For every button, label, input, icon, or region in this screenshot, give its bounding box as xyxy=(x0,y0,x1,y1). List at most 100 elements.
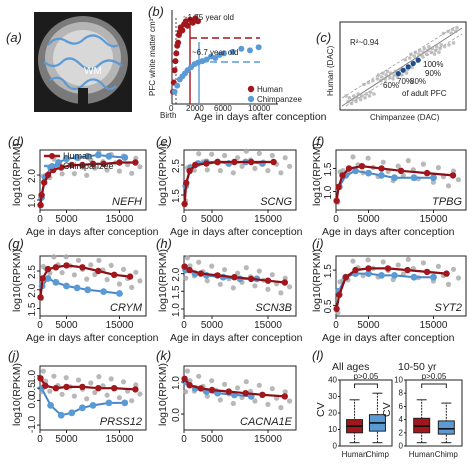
grey-point xyxy=(278,170,284,176)
grey-point xyxy=(365,155,371,161)
pct-80: 80% xyxy=(410,77,426,86)
grey-point xyxy=(133,382,139,388)
legend-human-label: Human xyxy=(63,151,92,161)
grey-point xyxy=(88,380,94,386)
panel-e-ylabel: log10(RPKM) xyxy=(157,143,169,206)
gene-point xyxy=(430,46,435,51)
human-point xyxy=(186,266,193,274)
panel-j-gene-name: PRSS12 xyxy=(100,416,142,428)
grey-point xyxy=(455,275,462,281)
human-point xyxy=(52,385,60,392)
panel-e-ytick-1: 2.5 xyxy=(171,159,182,173)
grey-point xyxy=(120,379,127,385)
human-point xyxy=(281,393,288,400)
boxplot-title-1: 10-50 yr xyxy=(398,361,437,373)
cv-tick-0-0: 0 xyxy=(333,442,338,451)
gene-point xyxy=(434,44,439,49)
gene-point xyxy=(375,77,380,81)
grey-point xyxy=(420,260,426,266)
gene-point xyxy=(418,48,422,53)
human-point xyxy=(132,386,139,393)
gene-point xyxy=(437,50,441,54)
chimp-point xyxy=(55,159,62,166)
pct-70: 70% xyxy=(397,77,413,86)
gene-point xyxy=(446,29,450,34)
chimp-point xyxy=(247,47,253,54)
grey-point xyxy=(235,155,241,161)
grey-point xyxy=(133,269,139,275)
chimp-point xyxy=(121,154,129,161)
gene-point xyxy=(427,44,431,49)
chimp-point xyxy=(73,154,81,161)
panel-i-ytick-1: 1.5 xyxy=(323,264,334,278)
panel-c-ylabel: Human (DAC) xyxy=(326,45,335,96)
grey-point xyxy=(256,268,262,274)
human-point xyxy=(175,39,182,46)
chimp-point xyxy=(89,402,97,409)
chimp-age-annotation: ~6.7 year old xyxy=(192,48,238,57)
grey-point xyxy=(47,388,53,394)
gene-point xyxy=(449,31,454,36)
grey-point xyxy=(405,256,411,262)
grey-point xyxy=(395,163,401,169)
grey-point xyxy=(445,281,452,287)
panel-d-ylabel: log10(RPKM) xyxy=(11,143,23,206)
grey-point xyxy=(252,283,258,289)
panel-label-c: (c) xyxy=(316,30,331,45)
panel-f-xlabel: Age in days after conception xyxy=(322,226,455,238)
grey-point xyxy=(108,376,114,382)
gene-point xyxy=(400,73,404,77)
gene-point xyxy=(372,92,376,96)
human-point xyxy=(195,18,201,25)
grey-point xyxy=(40,263,46,270)
panel-k-xtick-1: 5000 xyxy=(201,434,224,445)
human-point xyxy=(384,265,392,272)
grey-point xyxy=(337,279,343,285)
panel-b-xtick-2: 6000 xyxy=(214,104,232,113)
panel-h-ytick-2: 2.0 xyxy=(171,267,182,281)
grey-point xyxy=(217,168,223,174)
human-point xyxy=(203,160,210,167)
human-point xyxy=(423,268,431,276)
panel-h-chart: 1.0 1.5 2.0 0 5000 15000 SCN3B log10(RPKM) Age i… xyxy=(157,249,303,344)
panel-f-ylabel: log10(RPKM) xyxy=(311,143,323,206)
grey-point xyxy=(209,151,215,157)
gene-point xyxy=(376,73,381,77)
grey-point xyxy=(129,170,135,176)
human-point xyxy=(37,201,44,209)
panel-g-ytick-2: 2.5 xyxy=(27,265,38,279)
panel-f-chart: 1.0 1.5 0 5000 15000 TPBG log10(RPKM) Age in da… xyxy=(311,143,467,238)
grey-point xyxy=(217,397,223,403)
gene-point xyxy=(391,77,395,81)
grey-point xyxy=(222,267,228,273)
panel-j-xtick-2: 15000 xyxy=(106,434,134,445)
grey-point xyxy=(230,285,236,291)
panel-g-xtick-0: 0 xyxy=(37,320,43,331)
panel-f-xtick-0: 0 xyxy=(333,214,339,225)
pct-caption: of adult PFC xyxy=(402,89,447,98)
human-point xyxy=(179,27,186,34)
grey-point xyxy=(104,277,110,283)
panel-k-ylabel: log10(RPKM) xyxy=(157,363,169,426)
gene-point xyxy=(426,48,430,53)
pfc-milestone-point xyxy=(400,67,406,73)
grey-point xyxy=(269,152,275,159)
grey-point xyxy=(400,172,406,178)
chimp-fit-line xyxy=(40,387,125,417)
grey-point xyxy=(230,400,236,407)
grey-point xyxy=(196,373,202,379)
grey-point xyxy=(183,275,189,281)
panel-b-xtick-3: 10000 xyxy=(248,104,271,113)
grey-point xyxy=(445,183,452,189)
human-point xyxy=(39,275,46,282)
human-point xyxy=(79,264,86,271)
human-point xyxy=(342,274,349,281)
human-point xyxy=(214,158,221,166)
panel-k-gene-name: CACNA1E xyxy=(240,416,293,428)
grey-point xyxy=(420,161,426,167)
grey-point xyxy=(100,383,106,389)
human-point xyxy=(231,274,238,281)
chimp-point xyxy=(63,155,70,163)
